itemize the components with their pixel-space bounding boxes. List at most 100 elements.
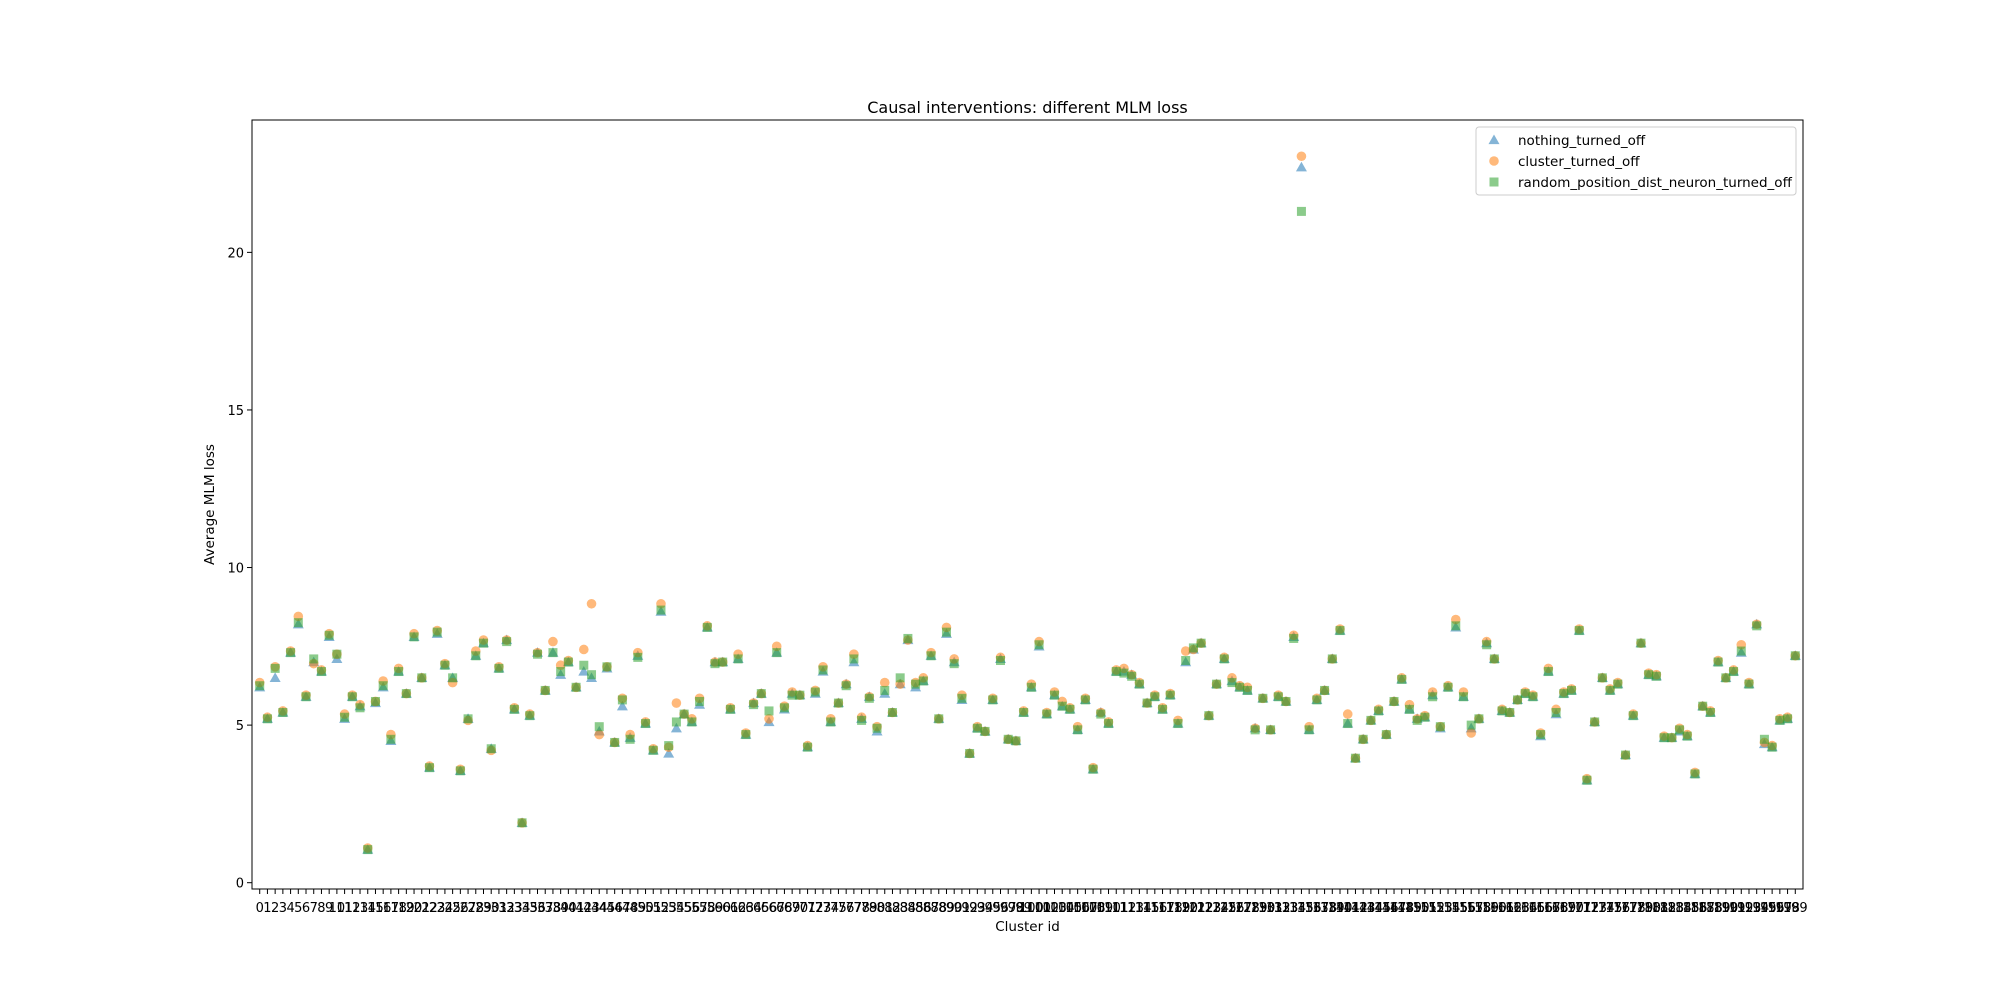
y-axis: 0 5 10 15 20 — [227, 246, 252, 892]
data-point — [1180, 646, 1191, 656]
y-tick-label: 20 — [227, 246, 244, 261]
data-point — [941, 627, 951, 637]
data-point — [764, 706, 774, 716]
x-tick-label: 103 — [1042, 901, 1067, 916]
data-point — [764, 714, 774, 724]
data-point — [841, 681, 851, 691]
x-tick-label: 4 — [286, 901, 294, 916]
x-tick-label: 197 — [1767, 901, 1792, 916]
data-point — [1104, 719, 1114, 729]
legend-label: nothing_turned_off — [1518, 133, 1646, 149]
x-tick-label: 18 — [390, 901, 407, 916]
x-tick-label: 63 — [738, 901, 755, 916]
x-tick-label: 96 — [992, 901, 1009, 916]
data-point — [378, 681, 388, 691]
x-tick-label: 190 — [1713, 901, 1738, 916]
data-point — [1073, 725, 1083, 735]
data-point — [679, 709, 689, 719]
data-point — [1335, 626, 1345, 636]
x-tick-label: 15 — [367, 901, 384, 916]
y-axis-label: Average MLM loss — [202, 444, 218, 565]
legend-box — [1475, 126, 1797, 196]
x-tick-label: 54 — [668, 901, 685, 916]
x-tick-label: 11 — [336, 901, 353, 916]
data-point — [833, 698, 843, 708]
x-tick-label: 180 — [1636, 901, 1661, 916]
x-tick-label: 5 — [294, 901, 302, 916]
x-tick-label: 142 — [1343, 901, 1368, 916]
data-point — [370, 696, 380, 706]
data-point — [1204, 711, 1214, 721]
x-tick-label: 16 — [375, 901, 392, 916]
data-point — [1466, 728, 1476, 738]
data-point — [1713, 657, 1723, 667]
data-point — [293, 618, 303, 628]
data-point — [864, 693, 874, 703]
x-tick-label: 94 — [977, 901, 994, 916]
x-tick-label: 185 — [1675, 901, 1700, 916]
x-tick-label: 60 — [714, 901, 731, 916]
x-tick-label: 77 — [846, 901, 863, 916]
data-point — [1783, 714, 1793, 724]
x-tick-label: 172 — [1575, 901, 1600, 916]
x-tick-label: 105 — [1058, 901, 1083, 916]
data-point — [1404, 704, 1414, 714]
x-tick-label: 78 — [853, 901, 870, 916]
data-point — [579, 660, 589, 670]
x-tick-label: 90 — [946, 901, 963, 916]
data-point — [286, 648, 296, 658]
legend: nothing_turned_off cluster_turned_offrand… — [1475, 126, 1797, 196]
data-point — [517, 818, 527, 828]
data-point — [918, 676, 928, 686]
data-point — [980, 726, 990, 736]
x-tick-label: 107 — [1073, 901, 1098, 916]
x-tick-label: 13 — [352, 901, 369, 916]
x-tick-label: 46 — [606, 901, 623, 916]
x-tick-label: 127 — [1227, 901, 1252, 916]
x-tick-label: 12 — [344, 901, 361, 916]
x-tick-label: 36 — [529, 901, 546, 916]
x-tick-label: 124 — [1204, 901, 1229, 916]
data-point — [957, 693, 967, 703]
data-point — [818, 665, 828, 675]
data-point — [594, 722, 604, 732]
data-point — [1420, 712, 1430, 722]
data-point — [602, 662, 612, 672]
x-tick-label: 24 — [437, 901, 454, 916]
x-tick-label: 22 — [421, 901, 438, 916]
data-point — [394, 667, 404, 677]
data-point — [988, 695, 998, 705]
legend-label: cluster_turned_off — [1518, 154, 1640, 170]
x-tick-label: 119 — [1166, 901, 1191, 916]
x-tick-label: 79 — [861, 901, 878, 916]
legend-marker — [1489, 156, 1499, 166]
x-tick-label: 160 — [1482, 901, 1507, 916]
data-point — [1312, 695, 1322, 705]
data-point — [463, 714, 473, 724]
data-point — [1042, 709, 1052, 719]
x-tick-label: 169 — [1551, 901, 1576, 916]
x-tick-label: 37 — [537, 901, 554, 916]
data-point — [710, 659, 720, 669]
x-tick-label: 92 — [961, 901, 978, 916]
data-point — [409, 632, 419, 642]
data-point — [1667, 733, 1677, 743]
data-point — [1759, 734, 1769, 744]
data-point — [1188, 643, 1198, 653]
data-point — [1003, 734, 1013, 744]
x-tick-label: 31 — [491, 901, 508, 916]
x-tick-label: 52 — [653, 901, 670, 916]
data-point — [1150, 692, 1160, 702]
x-tick-label: 69 — [784, 901, 801, 916]
data-point — [540, 685, 550, 695]
data-point — [471, 651, 481, 661]
x-tick-label: 39 — [552, 901, 569, 916]
data-point — [725, 704, 735, 714]
x-tick-label: 30 — [483, 901, 500, 916]
x-tick-label: 112 — [1112, 901, 1137, 916]
x-tick-label: 149 — [1397, 901, 1422, 916]
x-tick-label: 95 — [985, 901, 1002, 916]
data-point — [795, 690, 805, 700]
x-tick-label: 82 — [884, 901, 901, 916]
x-tick-label: 152 — [1420, 901, 1445, 916]
